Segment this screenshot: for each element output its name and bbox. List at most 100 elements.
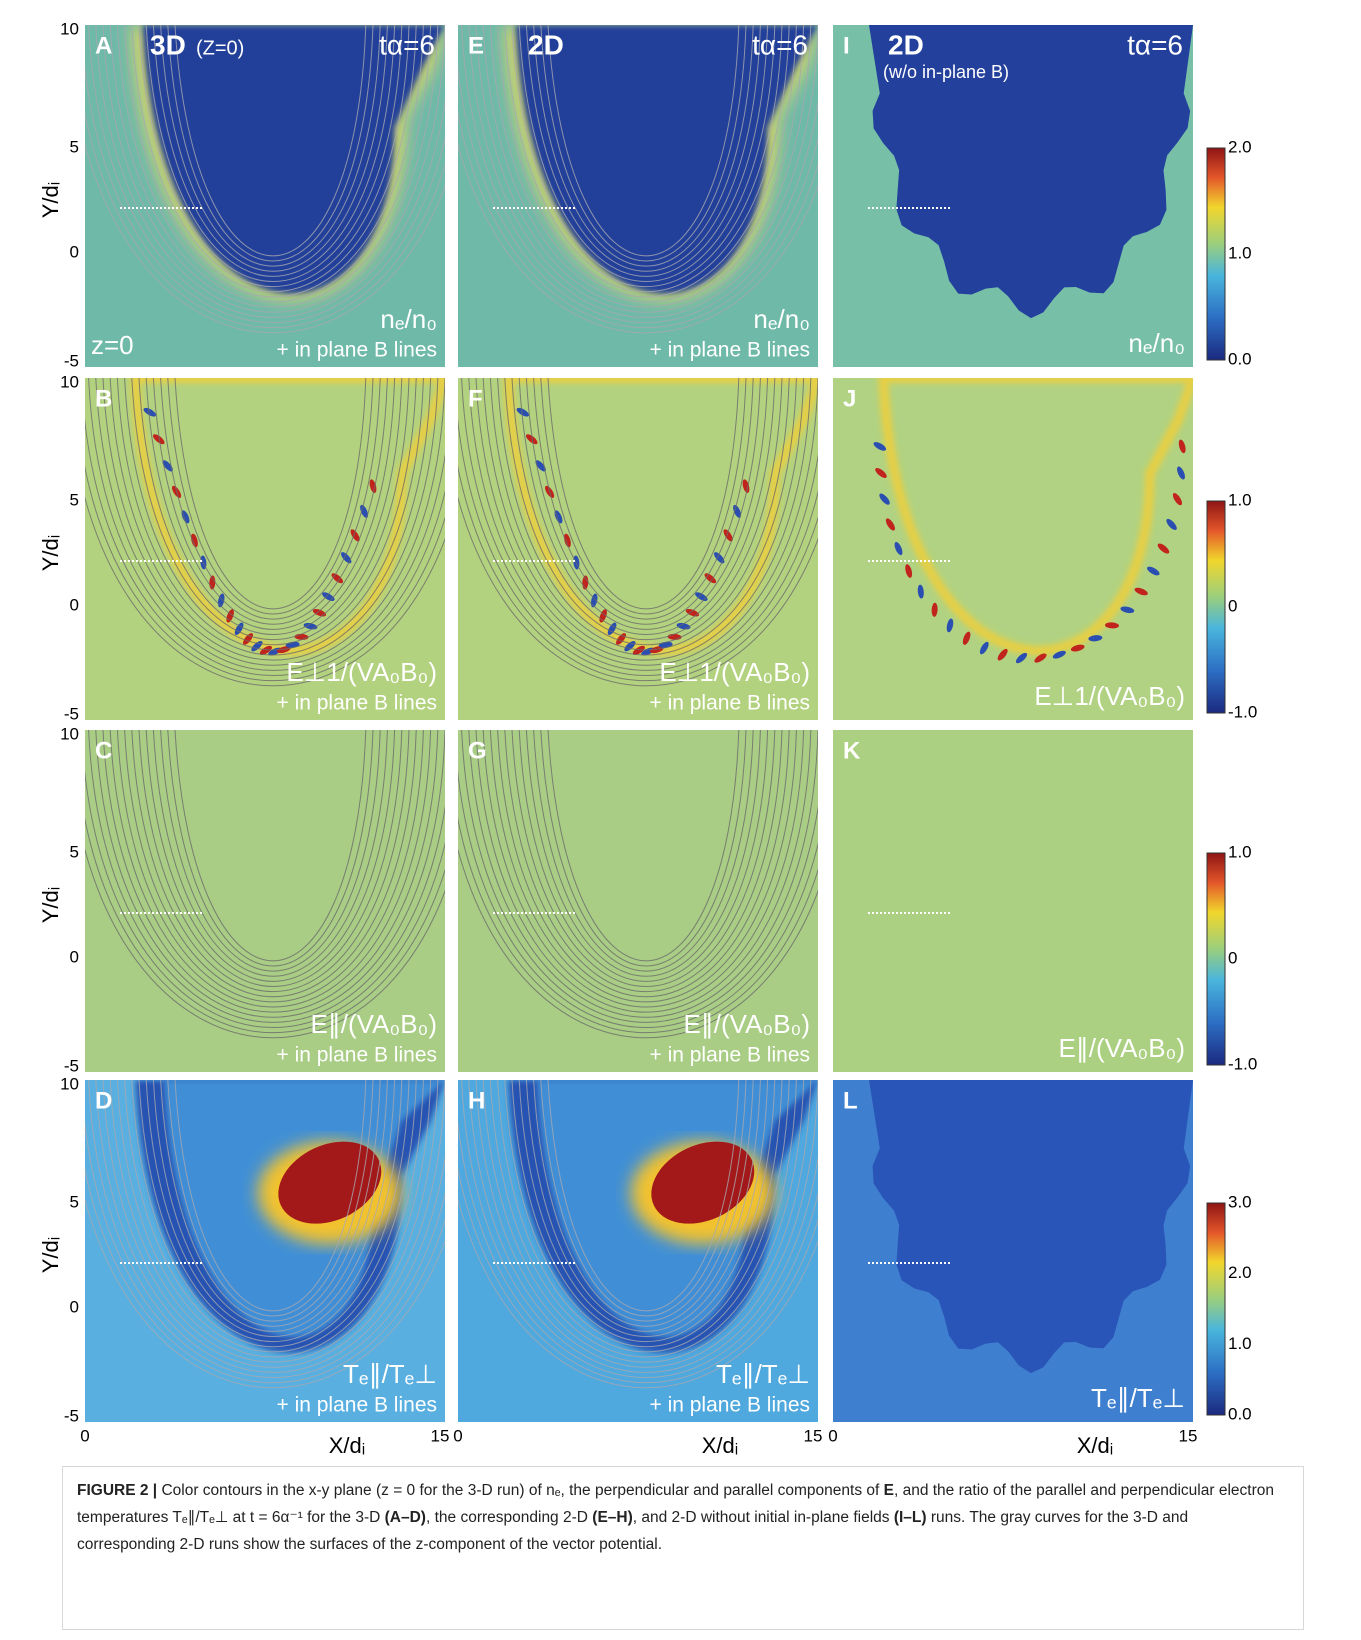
- x-axis-label: X/dᵢ: [702, 1433, 738, 1458]
- panel-letter: K: [843, 737, 861, 764]
- panel: E 2D tα=6 nₑ/n₀ + in plane B lines: [440, 25, 847, 367]
- quantity-label: E∥/(VA₀B₀): [683, 1009, 810, 1039]
- caption-text: , and 2-D without initial in-plane field…: [633, 1509, 894, 1526]
- panel-background: [833, 730, 1193, 1072]
- panel: I2D(w/o in-plane B)tα=6nₑ/n₀: [833, 25, 1193, 367]
- time-label: tα=6: [752, 29, 808, 60]
- quantity-label: Tₑ∥/Tₑ⊥: [343, 1359, 437, 1389]
- lines-note: + in plane B lines: [276, 339, 437, 362]
- panel: JE⊥1/(VA₀B₀): [833, 378, 1193, 720]
- caption-text: (E–H): [592, 1509, 632, 1526]
- panel-image: [833, 1080, 1193, 1422]
- lines-note: + in plane B lines: [276, 692, 437, 715]
- colorbar-tick-label: 2.0: [1228, 1263, 1252, 1282]
- caption-text: Color contours in the x-y plane (z = 0 f…: [157, 1482, 883, 1499]
- x-tick-label: 15: [1179, 1426, 1198, 1445]
- run-note: (w/o in-plane B): [883, 62, 1009, 82]
- colorbar-tick-label: 0: [1228, 948, 1237, 967]
- caption-text: (I–L): [894, 1509, 927, 1526]
- caption-text: E: [884, 1482, 894, 1499]
- panel: H Tₑ∥/Tₑ⊥ + in plane B lines: [440, 1080, 847, 1422]
- quantity-label: Tₑ∥/Tₑ⊥: [1091, 1383, 1185, 1413]
- run-label: 2D: [888, 29, 924, 60]
- y-axis-label: Y/dᵢ: [38, 1237, 63, 1273]
- y-tick-label: 10: [60, 372, 79, 391]
- lines-note: + in plane B lines: [649, 692, 810, 715]
- z-label: z=0: [91, 330, 134, 360]
- quantity-label: E⊥1/(VA₀B₀): [286, 657, 437, 687]
- y-tick-label: 5: [70, 137, 79, 156]
- panel-letter: L: [843, 1087, 858, 1114]
- lines-note: + in plane B lines: [649, 339, 810, 362]
- run-label: 2D: [528, 29, 564, 60]
- run-label: 3D: [150, 29, 186, 60]
- panel-letter: F: [468, 385, 483, 412]
- caption-text: (A–D): [385, 1509, 426, 1526]
- y-axis-label: Y/dᵢ: [38, 182, 63, 218]
- y-tick-label: 10: [60, 1074, 79, 1093]
- panel-letter: B: [95, 385, 112, 412]
- quantity-label: nₑ/n₀: [1128, 328, 1185, 358]
- panel: G E∥/(VA₀B₀) + in plane B lines: [440, 730, 847, 1072]
- lines-note: + in plane B lines: [649, 1394, 810, 1417]
- caption: FIGURE 2 | Color contours in the x-y pla…: [62, 1466, 1304, 1630]
- panel-letter: H: [468, 1087, 485, 1114]
- y-axis-label: Y/dᵢ: [38, 887, 63, 923]
- colorbar-tick-label: 0.0: [1228, 1404, 1252, 1423]
- y-tick-label: 10: [60, 19, 79, 38]
- colorbar: [1207, 148, 1225, 360]
- quantity-label: nₑ/n₀: [753, 304, 810, 334]
- panel: B E⊥1/(VA₀B₀) + in plane B lines: [67, 378, 474, 720]
- x-axis-label: X/dᵢ: [329, 1433, 365, 1458]
- colorbar-tick-label: 1.0: [1228, 842, 1252, 861]
- colorbar-tick-label: -1.0: [1228, 1054, 1257, 1073]
- y-tick-label: 0: [70, 1297, 79, 1316]
- panel-letter: E: [468, 32, 484, 59]
- y-tick-label: 0: [70, 595, 79, 614]
- y-tick-label: 0: [70, 242, 79, 261]
- colorbar-tick-label: 1.0: [1228, 1334, 1252, 1353]
- lines-note: + in plane B lines: [649, 1044, 810, 1067]
- quantity-label: Tₑ∥/Tₑ⊥: [716, 1359, 810, 1389]
- panel-image: [833, 730, 1193, 1072]
- quantity-label: E∥/(VA₀B₀): [1058, 1033, 1185, 1063]
- y-axis-label: Y/dᵢ: [38, 535, 63, 571]
- y-tick-label: 5: [70, 490, 79, 509]
- colorbar-tick-label: 3.0: [1228, 1192, 1252, 1211]
- y-tick-label: -5: [64, 704, 79, 723]
- panel-letter: C: [95, 737, 112, 764]
- lines-note: + in plane B lines: [276, 1394, 437, 1417]
- y-tick-label: 10: [60, 724, 79, 743]
- x-tick-label: 0: [80, 1426, 89, 1445]
- caption-text: , the corresponding 2-D: [426, 1509, 592, 1526]
- colorbar-tick-label: -1.0: [1228, 702, 1257, 721]
- colorbar-tick-label: 0.0: [1228, 349, 1252, 368]
- panel-letter: D: [95, 1087, 112, 1114]
- panel: F E⊥1/(VA₀B₀) + in plane B lines: [440, 378, 847, 720]
- panel-image: [833, 378, 1193, 720]
- panel-letter: G: [468, 737, 487, 764]
- lines-note: + in plane B lines: [276, 1044, 437, 1067]
- colorbar: [1207, 853, 1225, 1065]
- y-tick-label: -5: [64, 1056, 79, 1075]
- panel: C E∥/(VA₀B₀) + in plane B lines: [67, 730, 474, 1072]
- y-tick-label: 5: [70, 842, 79, 861]
- time-label: tα=6: [379, 29, 435, 60]
- caption-label: FIGURE 2 |: [77, 1482, 157, 1499]
- panel: K E∥/(VA₀B₀): [833, 730, 1193, 1072]
- x-tick-label: 15: [431, 1426, 450, 1445]
- x-tick-label: 0: [453, 1426, 462, 1445]
- panel: A3D(Z=0)tα=6nₑ/n₀+ in plane B linesz=0: [67, 25, 474, 367]
- panel: L Tₑ∥/Tₑ⊥: [833, 1080, 1193, 1422]
- y-tick-label: 5: [70, 1192, 79, 1211]
- colorbar-tick-label: 1.0: [1228, 243, 1252, 262]
- quantity-label: nₑ/n₀: [380, 304, 437, 334]
- panel-letter: J: [843, 385, 856, 412]
- quantity-label: E⊥1/(VA₀B₀): [659, 657, 810, 687]
- panel-letter: I: [843, 32, 850, 59]
- run-note: (Z=0): [196, 37, 244, 59]
- x-tick-label: 0: [828, 1426, 837, 1445]
- colorbar-tick-label: 2.0: [1228, 137, 1252, 156]
- quantity-label: E∥/(VA₀B₀): [310, 1009, 437, 1039]
